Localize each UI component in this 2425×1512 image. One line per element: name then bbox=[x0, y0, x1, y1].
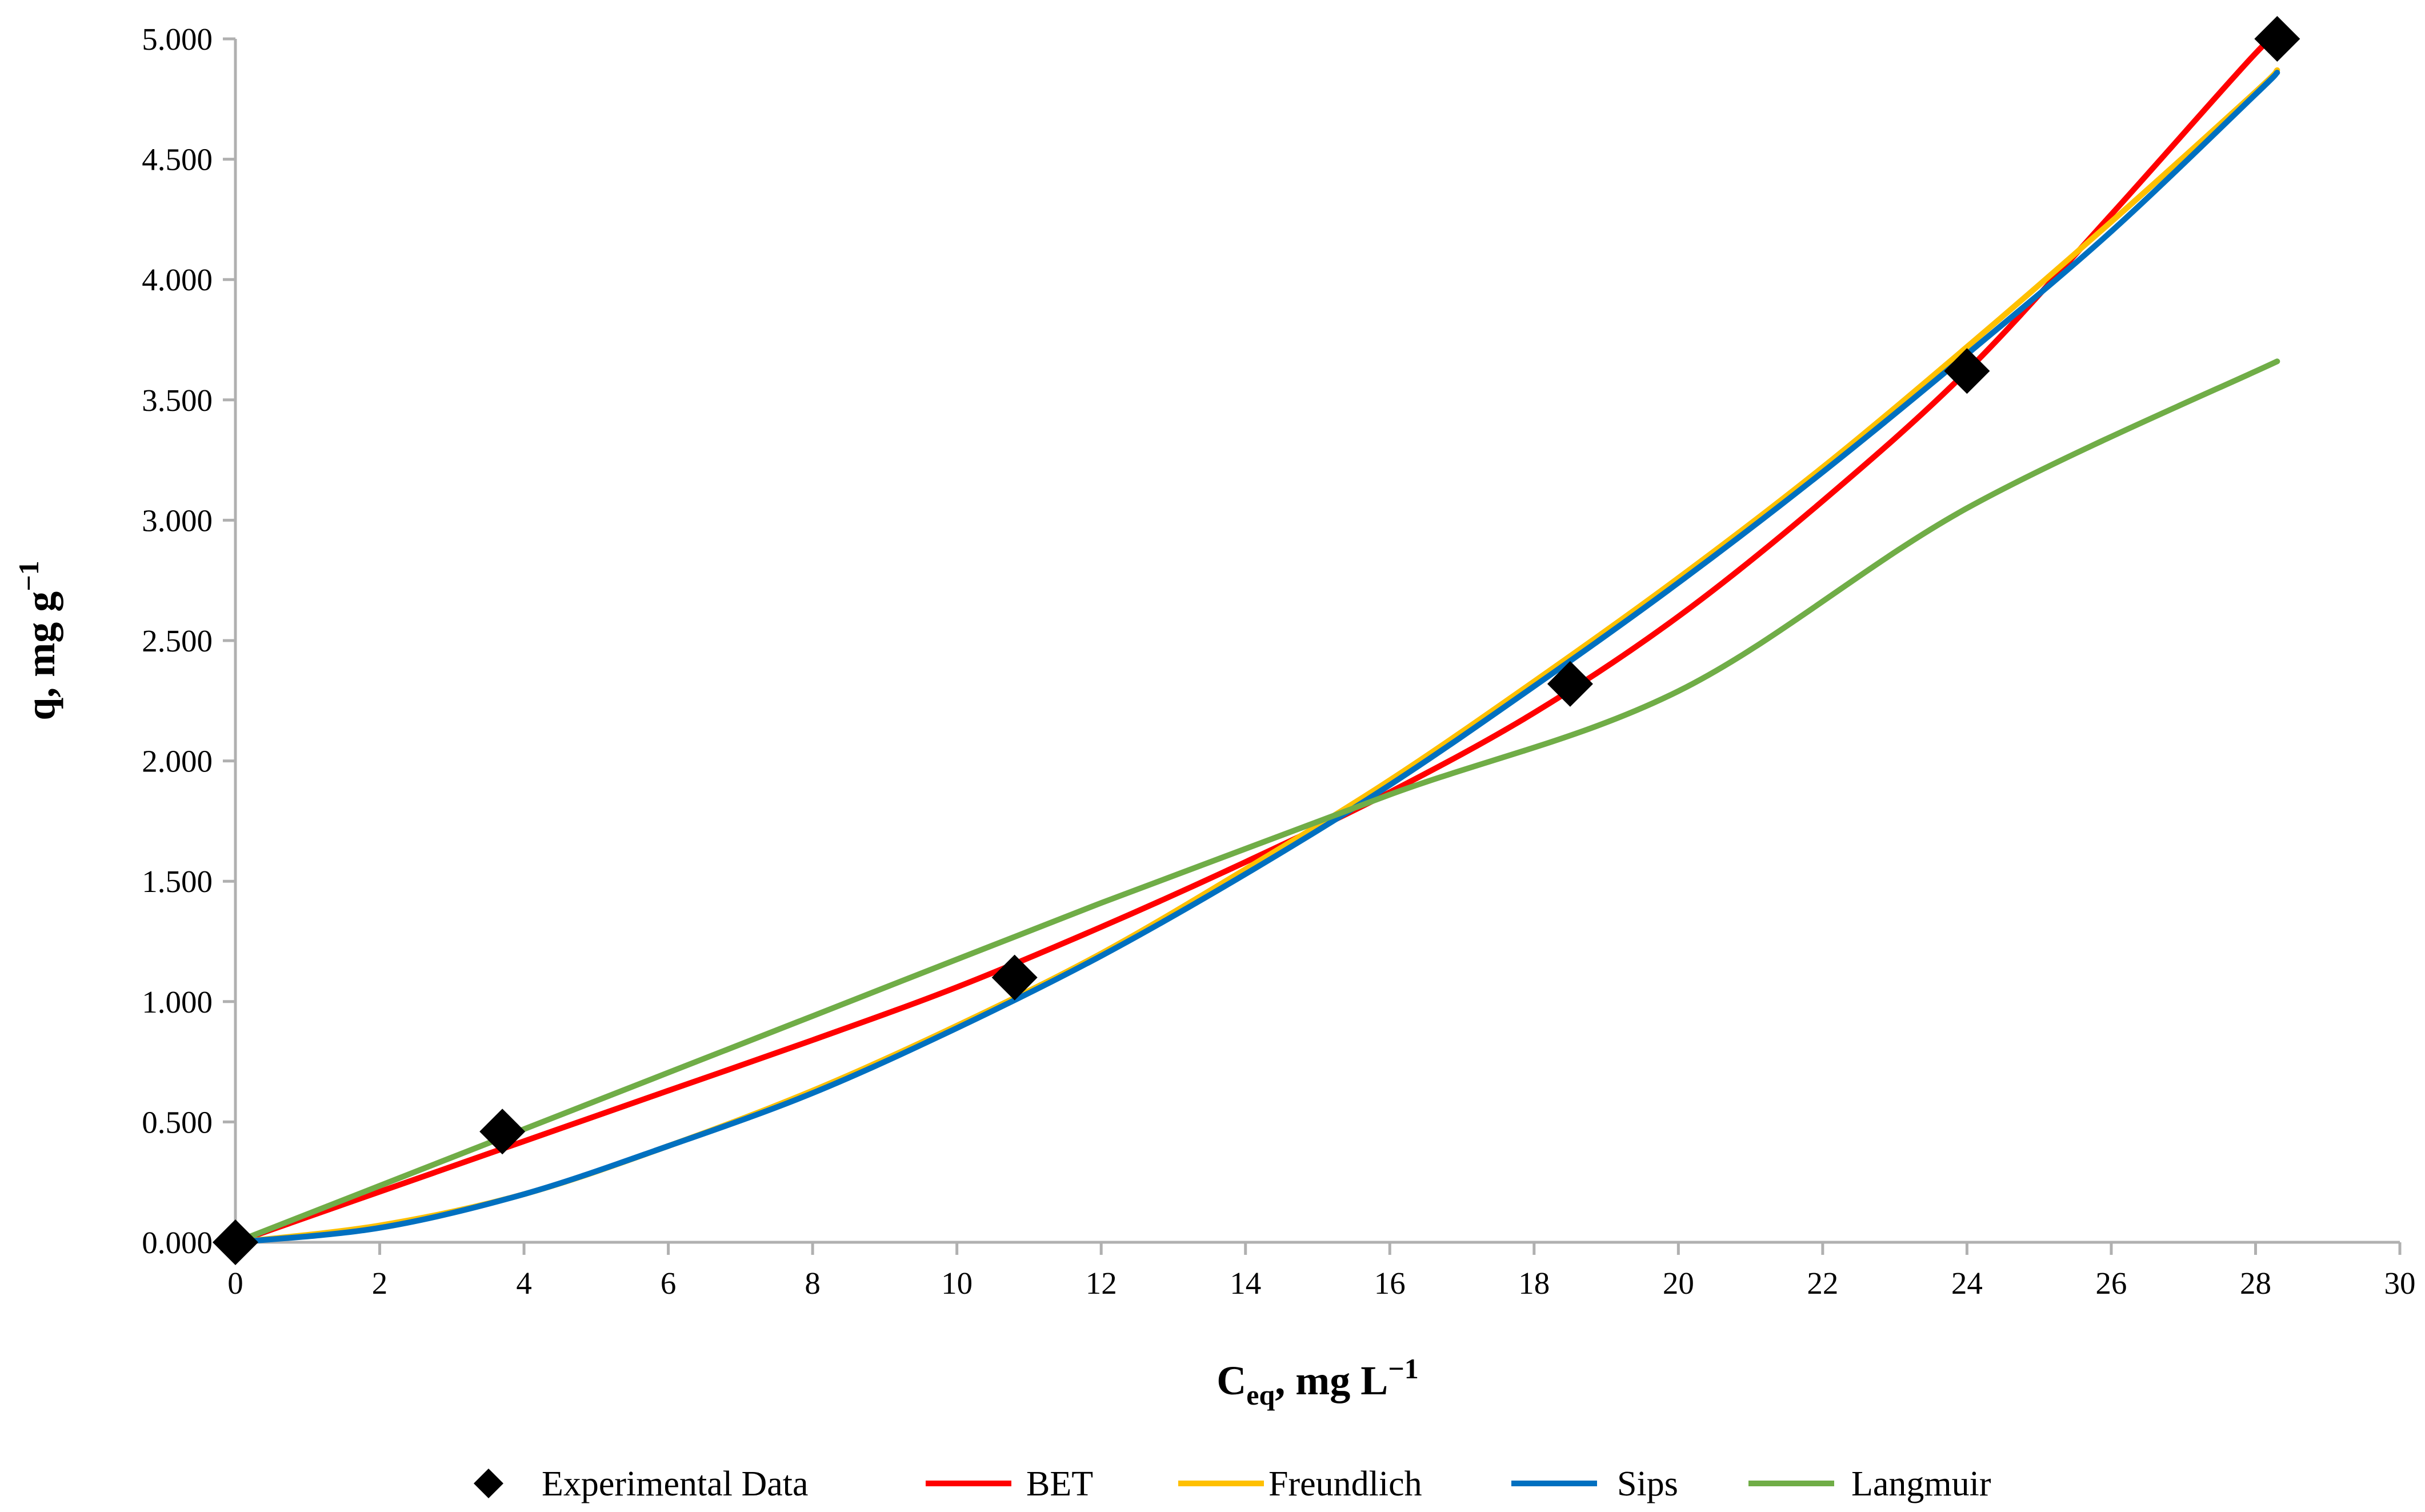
x-tick-label: 20 bbox=[1663, 1266, 1694, 1301]
x-tick-label: 10 bbox=[941, 1266, 973, 1301]
y-tick-label: 2.500 bbox=[142, 623, 213, 658]
legend-label: Langmuir bbox=[1851, 1465, 1991, 1503]
experimental-point bbox=[2254, 16, 2300, 62]
legend-label: BET bbox=[1026, 1465, 1093, 1503]
legend-label: Freundlich bbox=[1268, 1465, 1422, 1503]
experimental-point bbox=[991, 954, 1038, 1001]
legend-label: Experimental Data bbox=[542, 1465, 809, 1503]
x-tick-label: 14 bbox=[1230, 1266, 1261, 1301]
y-tick-label: 5.000 bbox=[142, 22, 213, 57]
experimental-point bbox=[1547, 661, 1593, 707]
y-tick-label: 4.000 bbox=[142, 262, 213, 297]
x-tick-label: 0 bbox=[227, 1266, 243, 1301]
y-tick-label: 2.000 bbox=[142, 744, 213, 779]
x-axis-title: Ceq, mg L−1 bbox=[1216, 1353, 1419, 1411]
legend-marker-experimental bbox=[474, 1469, 503, 1498]
experimental-point bbox=[213, 1219, 258, 1265]
y-axis-title-main: q, mg g bbox=[18, 591, 63, 721]
legend-label: Sips bbox=[1617, 1465, 1678, 1503]
x-tick-label: 4 bbox=[516, 1266, 532, 1301]
y-tick-label: 1.000 bbox=[142, 985, 213, 1019]
x-axis-title-sup: −1 bbox=[1388, 1353, 1419, 1385]
y-axis-ticks: 0.000 0.500 1.000 1.500 2.000 2.500 3.000 3.500… bbox=[142, 22, 235, 1260]
series-line-bet bbox=[233, 33, 2280, 1245]
x-axis-title-rest: , mg L bbox=[1275, 1358, 1388, 1403]
axes bbox=[234, 39, 2400, 1244]
x-tick-label: 2 bbox=[372, 1266, 388, 1301]
experimental-point bbox=[1944, 348, 1990, 394]
y-tick-label: 0.000 bbox=[142, 1225, 213, 1260]
y-tick-label: 3.500 bbox=[142, 383, 213, 418]
x-tick-label: 24 bbox=[1951, 1266, 1983, 1301]
x-axis-title-main: C bbox=[1216, 1358, 1246, 1403]
series-line-sips bbox=[233, 70, 2280, 1245]
legend: Experimental Data BET Freundlich Sips Langmu… bbox=[474, 1465, 1991, 1503]
x-axis-title-sub: eq bbox=[1246, 1379, 1275, 1411]
fit-curves bbox=[233, 33, 2280, 1245]
x-tick-label: 22 bbox=[1807, 1266, 1838, 1301]
series-line-langmuir bbox=[233, 358, 2280, 1245]
y-axis-title: q, mg g−1 bbox=[13, 561, 63, 721]
x-tick-label: 18 bbox=[1518, 1266, 1550, 1301]
experimental-point bbox=[479, 1109, 526, 1155]
y-tick-label: 0.500 bbox=[142, 1105, 213, 1139]
x-tick-label: 28 bbox=[2240, 1266, 2271, 1301]
x-tick-label: 12 bbox=[1086, 1266, 1117, 1301]
x-tick-label: 8 bbox=[805, 1266, 821, 1301]
y-axis-title-sup: −1 bbox=[13, 561, 45, 591]
x-tick-label: 6 bbox=[661, 1266, 677, 1301]
y-tick-label: 4.500 bbox=[142, 142, 213, 177]
y-tick-label: 3.000 bbox=[142, 503, 213, 538]
x-tick-label: 16 bbox=[1374, 1266, 1406, 1301]
x-axis-ticks: 0 2 4 6 8 10 12 14 16 18 20 22 24 26 28 30 bbox=[227, 1242, 2416, 1301]
x-tick-label: 30 bbox=[2384, 1266, 2416, 1301]
series-line-freundlich bbox=[233, 67, 2280, 1245]
y-tick-label: 1.500 bbox=[142, 864, 213, 899]
experimental-markers bbox=[213, 16, 2300, 1265]
x-tick-label: 26 bbox=[2095, 1266, 2127, 1301]
